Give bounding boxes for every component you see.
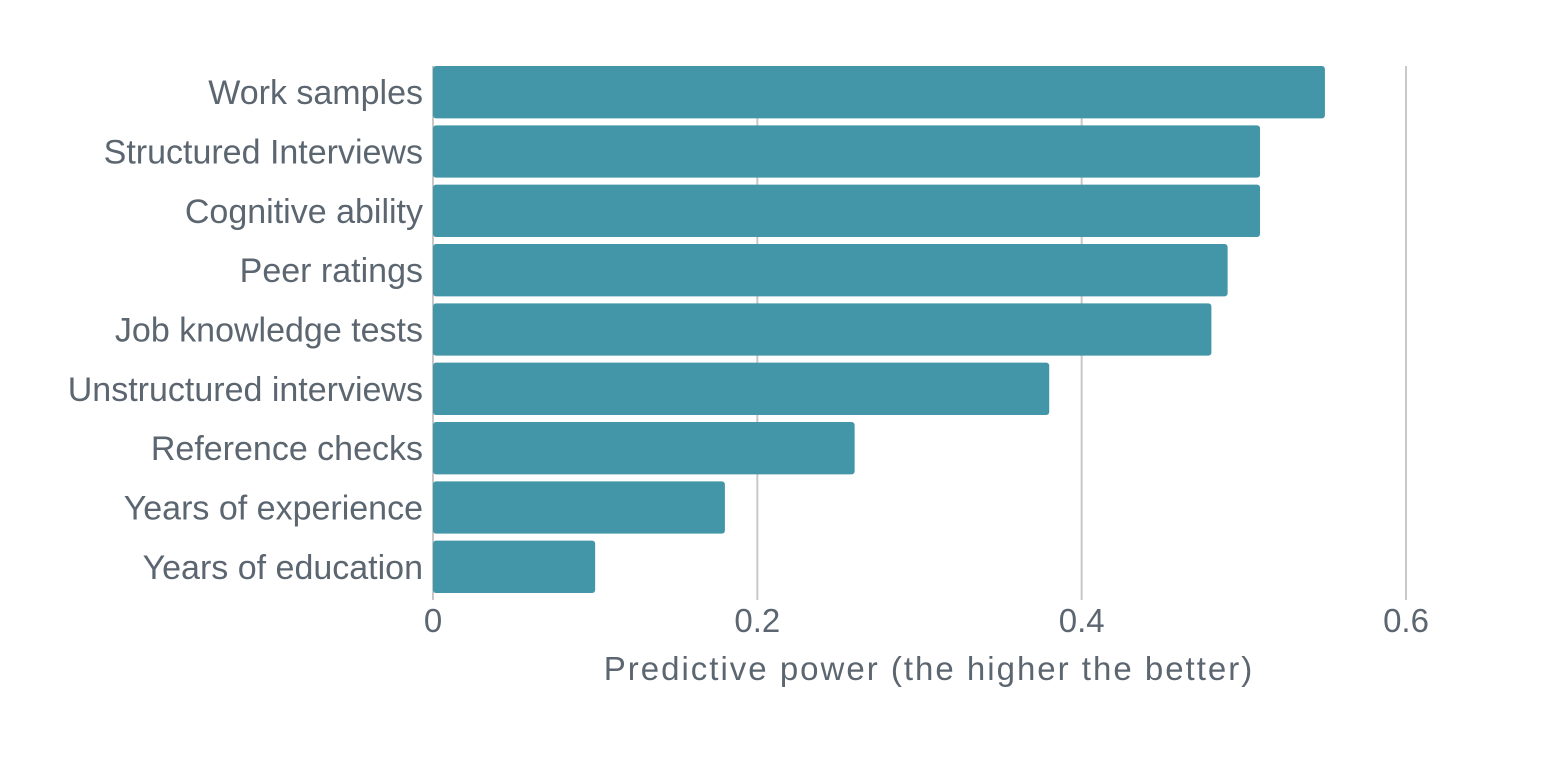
category-label: Work samples	[208, 74, 423, 112]
bars	[433, 66, 1325, 593]
x-tick-label: 0.4	[1059, 602, 1105, 639]
x-axis-title: Predictive power (the higher the better)	[604, 650, 1254, 687]
category-label: Cognitive ability	[185, 193, 423, 231]
bar	[433, 303, 1212, 356]
bar	[433, 244, 1228, 297]
bar	[433, 362, 1050, 415]
category-label: Reference checks	[151, 430, 423, 468]
category-labels: Work samples Structured Interviews Cogniti…	[68, 74, 423, 587]
category-label: Years of education	[143, 549, 423, 587]
bar	[433, 66, 1325, 119]
bar	[433, 125, 1261, 178]
x-tick-labels: 0 0.2 0.4 0.6	[424, 602, 1429, 639]
category-label: Peer ratings	[240, 252, 423, 290]
x-tick-label: 0	[424, 602, 442, 639]
bar	[433, 540, 596, 593]
category-label: Job knowledge tests	[115, 312, 423, 350]
x-tick-label: 0.6	[1383, 602, 1429, 639]
category-label: Structured Interviews	[104, 134, 423, 172]
category-label: Years of experience	[124, 490, 423, 528]
x-tick-label: 0.2	[734, 602, 780, 639]
bar	[433, 422, 855, 475]
bar	[433, 184, 1261, 237]
category-label: Unstructured interviews	[68, 371, 423, 409]
bar	[433, 481, 725, 534]
